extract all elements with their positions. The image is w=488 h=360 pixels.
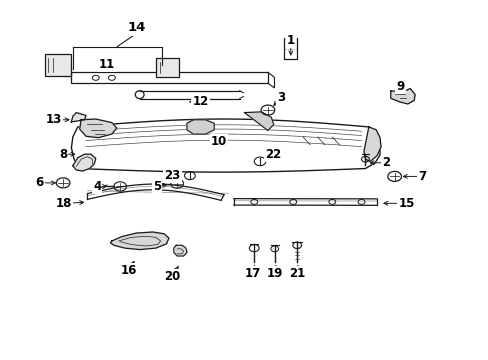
FancyBboxPatch shape: [156, 58, 179, 77]
Polygon shape: [73, 154, 96, 171]
Text: 3: 3: [276, 91, 285, 104]
Text: 11: 11: [99, 58, 115, 71]
Text: 15: 15: [397, 197, 414, 210]
Text: 23: 23: [164, 169, 180, 182]
Polygon shape: [244, 112, 273, 131]
Polygon shape: [390, 89, 414, 104]
Polygon shape: [186, 120, 214, 134]
Text: 10: 10: [211, 135, 227, 148]
Text: 16: 16: [120, 264, 136, 277]
Bar: [71, 72, 267, 83]
Text: 8: 8: [59, 148, 67, 161]
Text: 21: 21: [288, 267, 305, 280]
Text: 6: 6: [36, 176, 44, 189]
Text: 1: 1: [286, 34, 294, 48]
Text: 2: 2: [381, 156, 389, 169]
Text: 19: 19: [266, 267, 283, 280]
Text: 17: 17: [244, 267, 261, 280]
Text: 20: 20: [164, 270, 180, 283]
Polygon shape: [173, 245, 186, 256]
Text: 13: 13: [45, 113, 61, 126]
Polygon shape: [71, 113, 86, 122]
Polygon shape: [363, 127, 380, 161]
FancyBboxPatch shape: [44, 54, 71, 76]
Text: 5: 5: [152, 180, 161, 193]
Polygon shape: [110, 232, 168, 249]
Text: 12: 12: [192, 95, 208, 108]
Text: 18: 18: [56, 197, 72, 210]
Text: 9: 9: [396, 80, 404, 93]
Text: 7: 7: [418, 170, 426, 183]
Text: 4: 4: [93, 180, 101, 193]
Text: 14: 14: [128, 21, 146, 34]
Polygon shape: [80, 119, 117, 138]
Text: 22: 22: [264, 148, 280, 161]
